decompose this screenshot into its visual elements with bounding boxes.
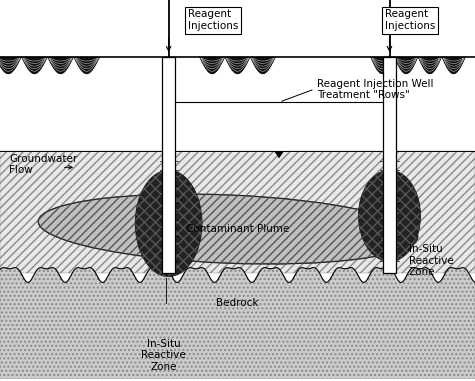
Polygon shape	[274, 151, 284, 158]
Bar	[0, 57, 475, 151]
Text: In-Situ
Reactive
Zone: In-Situ Reactive Zone	[408, 244, 453, 277]
Bar	[0, 151, 475, 272]
Text: Contaminant Plume: Contaminant Plume	[186, 224, 289, 234]
Bar	[0, 151, 475, 272]
Text: Reagent
Injections: Reagent Injections	[385, 10, 435, 31]
Text: Bedrock: Bedrock	[216, 298, 259, 308]
Bar	[383, 57, 396, 272]
Ellipse shape	[135, 170, 202, 276]
Text: Groundwater
Flow: Groundwater Flow	[10, 154, 78, 176]
Text: Reagent Injection Well
Treatment "Rows": Reagent Injection Well Treatment "Rows"	[317, 79, 434, 100]
Ellipse shape	[38, 194, 418, 264]
Bar	[162, 57, 175, 272]
Text: In-Situ
Reactive
Zone: In-Situ Reactive Zone	[142, 339, 186, 372]
Ellipse shape	[359, 170, 420, 261]
Text: Reagent
Injections: Reagent Injections	[188, 10, 238, 31]
